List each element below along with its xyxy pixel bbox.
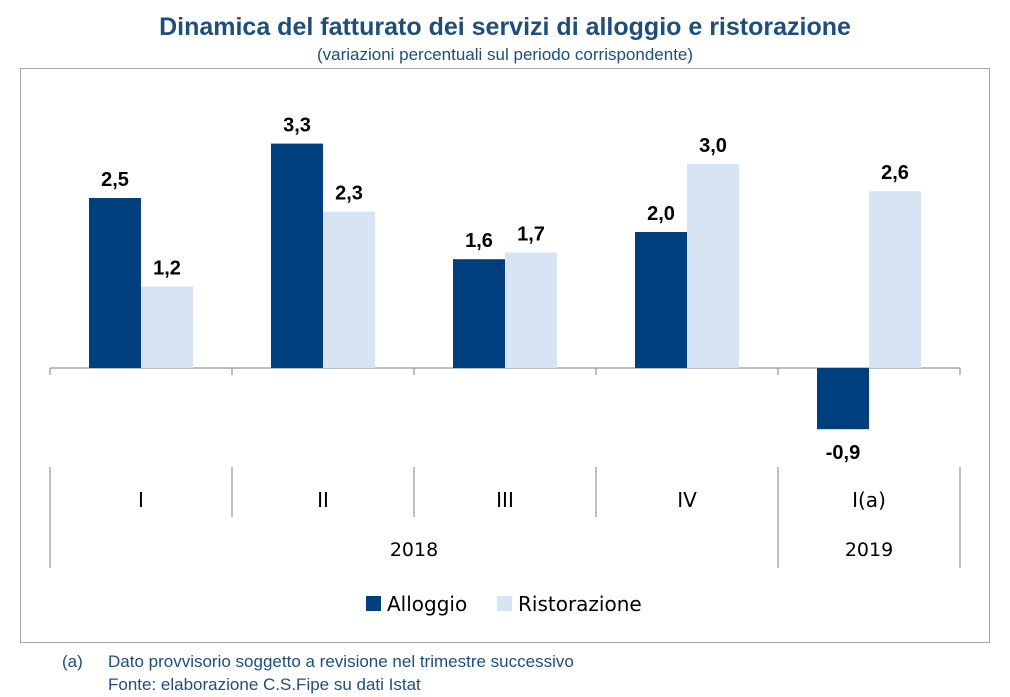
data-label: 1,7 bbox=[517, 223, 545, 245]
data-label: 1,6 bbox=[465, 230, 493, 252]
tick-label-1: II bbox=[317, 488, 329, 512]
footnote-a: (a) Dato provvisorio soggetto a revisione… bbox=[62, 652, 574, 672]
footnote-note: Dato provvisorio soggetto a revisione ne… bbox=[108, 652, 574, 671]
group-label-0: 2018 bbox=[390, 539, 438, 561]
bar-ristorazione-1 bbox=[323, 211, 375, 368]
legend-label-alloggio: Alloggio bbox=[387, 592, 467, 616]
tick-label-3: IV bbox=[677, 488, 697, 512]
chart-frame bbox=[20, 68, 990, 643]
data-label: 2,3 bbox=[335, 183, 363, 205]
tick-label-4: I(a) bbox=[852, 488, 886, 512]
bar-alloggio-3 bbox=[635, 232, 687, 368]
bar-alloggio-2 bbox=[453, 259, 505, 368]
bar-ristorazione-0 bbox=[141, 286, 193, 368]
data-label: -0,9 bbox=[826, 442, 860, 464]
footnote-source: Fonte: elaborazione C.S.Fipe su dati Ist… bbox=[108, 675, 421, 694]
bar-alloggio-4 bbox=[817, 368, 869, 430]
bar-alloggio-1 bbox=[271, 143, 323, 368]
data-label: 2,6 bbox=[881, 162, 909, 184]
footnote-marker: (a) bbox=[62, 652, 83, 671]
bar-ristorazione-3 bbox=[687, 164, 739, 368]
tick-label-0: I bbox=[138, 488, 144, 512]
data-label: 2,0 bbox=[647, 203, 675, 225]
legend-swatch-ristorazione bbox=[497, 596, 512, 611]
legend-swatch-alloggio bbox=[366, 596, 381, 611]
data-label: 2,5 bbox=[101, 169, 129, 191]
data-label: 3,0 bbox=[699, 135, 727, 157]
tick-label-2: III bbox=[496, 488, 514, 512]
data-label: 3,3 bbox=[283, 115, 311, 137]
bar-ristorazione-4 bbox=[869, 191, 921, 368]
legend-label-ristorazione: Ristorazione bbox=[518, 592, 642, 616]
bar-ristorazione-2 bbox=[505, 252, 557, 368]
group-label-1: 2019 bbox=[845, 539, 893, 561]
data-label: 1,2 bbox=[153, 257, 181, 279]
chart-subtitle: (variazioni percentuali sul periodo corr… bbox=[316, 45, 694, 64]
chart-title: Dinamica del fatturato dei servizi di al… bbox=[159, 13, 851, 41]
bar-alloggio-0 bbox=[89, 198, 141, 368]
